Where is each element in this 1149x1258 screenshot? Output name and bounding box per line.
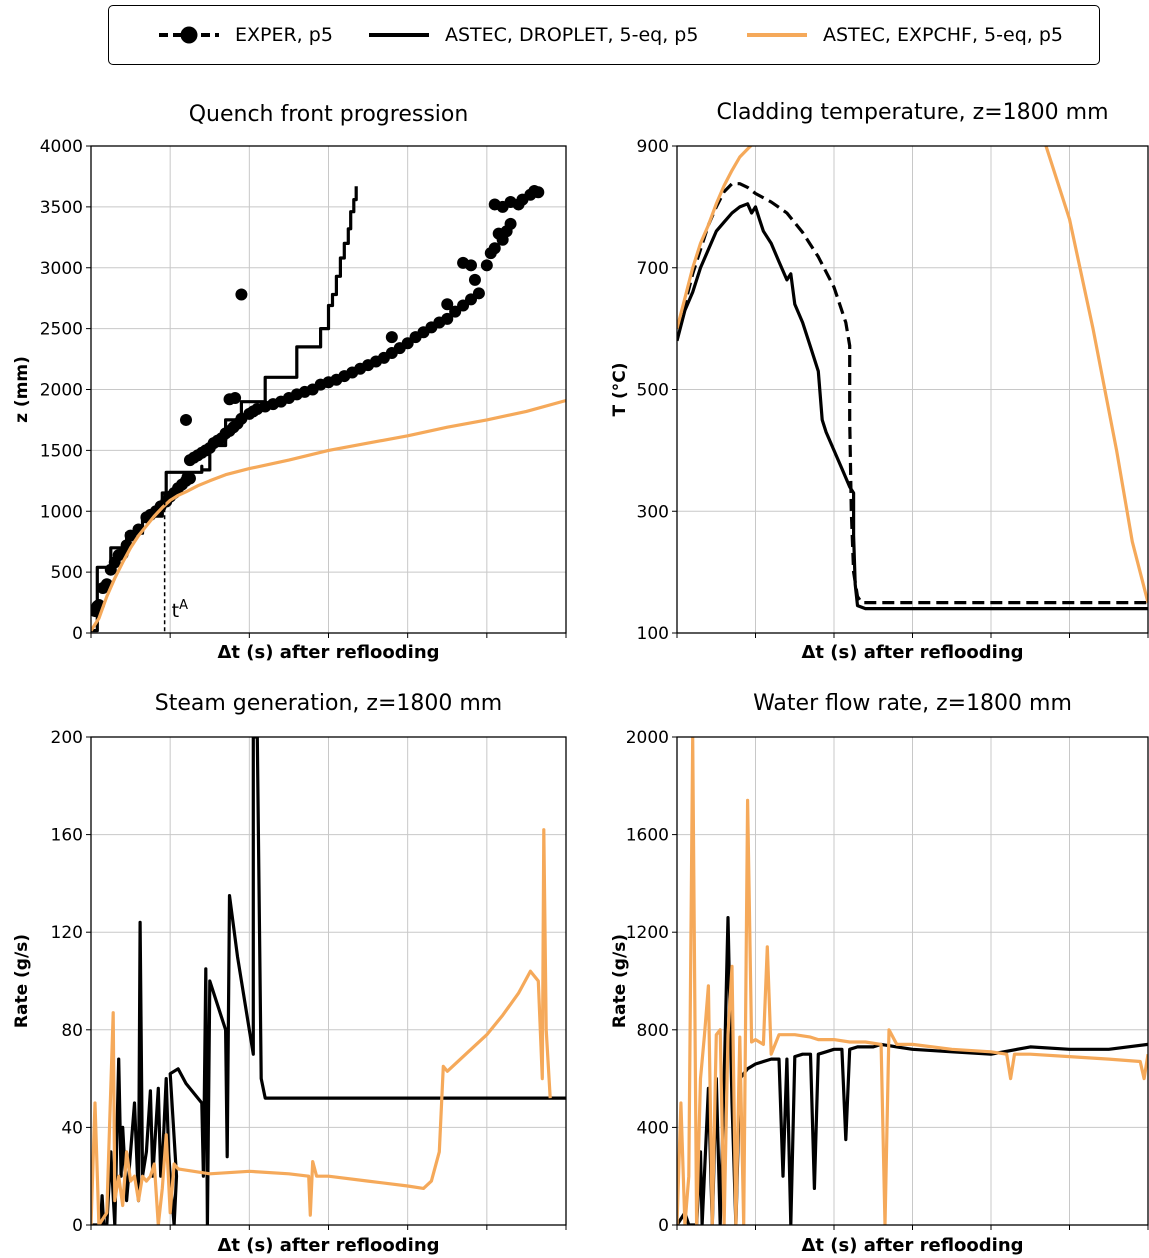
x-axis-label: Δt (s) after reflooding [801, 642, 1023, 663]
y-tick-label: 1000 [40, 502, 83, 522]
y-tick-label: 2000 [40, 381, 83, 401]
legend-label-expchf: ASTEC, EXPCHF, 5-eq, p5 [823, 24, 1063, 46]
legend-solid-black-line-icon [369, 33, 429, 37]
series-line-astec-expchf-5-eq-p5 [677, 146, 1148, 603]
chart-title: Cladding temperature, z=1800 mm [717, 100, 1109, 125]
x-axis-label: Δt (s) after reflooding [801, 1235, 1023, 1256]
y-tick-label: 120 [51, 923, 83, 943]
y-axis-label: z (mm) [12, 356, 32, 423]
data-point-exper-p5 [465, 259, 477, 272]
legend-entry-droplet: ASTEC, DROPLET, 5-eq, p5 [367, 6, 698, 64]
y-tick-label: 100 [637, 624, 669, 644]
y-tick-label: 400 [637, 1118, 669, 1138]
y-tick-label: 2500 [40, 320, 83, 340]
legend-label-exper: EXPER, p5 [235, 24, 333, 46]
data-point-exper-p5 [488, 242, 501, 255]
data-point-exper-p5 [532, 186, 545, 199]
data-point-exper-p5 [472, 287, 485, 300]
y-tick-label: 0 [72, 1216, 83, 1236]
chart-title: Water flow rate, z=1800 mm [753, 691, 1072, 716]
data-point-exper-p5 [385, 331, 398, 344]
y-axis-label: T (°C) [610, 362, 630, 416]
y-tick-label: 300 [637, 502, 669, 522]
series-line-astec-droplet-5-eq-p5 [677, 916, 1148, 1225]
plot-frame [90, 736, 567, 1226]
legend-dashed-marker-icon [159, 26, 219, 44]
y-tick-label: 0 [72, 624, 83, 644]
legend-entry-exper: EXPER, p5 [157, 6, 333, 64]
y-tick-label: 4000 [40, 137, 83, 157]
series-line-astec-expchf-5-eq-p5 [677, 737, 1148, 1225]
y-tick-label: 800 [637, 1021, 669, 1041]
y-tick-label: 80 [61, 1021, 83, 1041]
series-line-astec-droplet-5-eq-p5 [91, 186, 358, 633]
y-tick-label: 160 [51, 826, 83, 846]
series-line-astec-expchf-5-eq-p5 [91, 828, 552, 1225]
y-tick-label: 1200 [626, 923, 669, 943]
data-point-exper-p5 [480, 259, 493, 272]
series-line-astec-expchf-5-eq-p5 [91, 398, 566, 632]
y-tick-label: 700 [637, 259, 669, 279]
y-tick-label: 3000 [40, 259, 83, 279]
x-axis-label: Δt (s) after reflooding [217, 1235, 439, 1256]
y-tick-label: 0 [658, 1216, 669, 1236]
x-axis-label: Δt (s) after reflooding [217, 642, 439, 663]
chart-title: Steam generation, z=1800 mm [155, 691, 503, 716]
legend-solid-orange-line-icon [747, 33, 807, 37]
plot-frame [676, 736, 1149, 1226]
chart-panel-2: 100 300 500 700 900 Cladding temperature, z=1… [610, 100, 1149, 663]
y-tick-label: 900 [637, 137, 669, 157]
legend-entry-expchf: ASTEC, EXPCHF, 5-eq, p5 [745, 6, 1063, 64]
data-point-exper-p5 [504, 217, 517, 230]
data-point-exper-p5 [441, 312, 454, 325]
y-tick-label: 40 [61, 1118, 83, 1138]
data-point-exper-p5 [468, 273, 481, 286]
y-tick-label: 1500 [40, 441, 83, 461]
y-tick-label: 3500 [40, 198, 83, 218]
y-tick-label: 2000 [626, 728, 669, 748]
data-point-exper-p5 [235, 288, 248, 301]
chart-title: Quench front progression [189, 102, 469, 127]
chart-panel-4: 0 400 800 1200 1600 2000 Water flow rate, z=18… [610, 691, 1149, 1256]
annotation-label: tA [172, 598, 188, 622]
y-axis-label: Rate (g/s) [610, 934, 630, 1028]
annotation-superscript: A [179, 598, 188, 613]
plot-frame [676, 145, 1149, 634]
y-tick-label: 500 [51, 563, 83, 583]
legend-label-droplet: ASTEC, DROPLET, 5-eq, p5 [445, 24, 699, 46]
y-tick-label: 200 [51, 728, 83, 748]
y-tick-label: 500 [637, 381, 669, 401]
chart-panel-3: 0 40 80 120 160 200 Steam generation, z=1800 m… [12, 691, 567, 1256]
y-tick-label: 1600 [626, 826, 669, 846]
y-axis-label: Rate (g/s) [12, 934, 32, 1028]
data-point-exper-p5 [229, 392, 242, 405]
chart-panel-1: 0 500 1000 1500 2000 2500 3000 3500 4000 tA Quench… [12, 102, 567, 663]
plot-frame [90, 145, 567, 634]
legend: EXPER, p5 ASTEC, DROPLET, 5-eq, p5 ASTEC… [108, 5, 1100, 65]
series-line-astec-droplet-5-eq-p5 [677, 202, 1148, 611]
data-point-exper-p5 [180, 413, 192, 426]
data-point-exper-p5 [181, 471, 194, 484]
data-point-exper-p5 [441, 298, 454, 311]
series-line-astec-droplet-5-eq-p5 [91, 737, 566, 1225]
